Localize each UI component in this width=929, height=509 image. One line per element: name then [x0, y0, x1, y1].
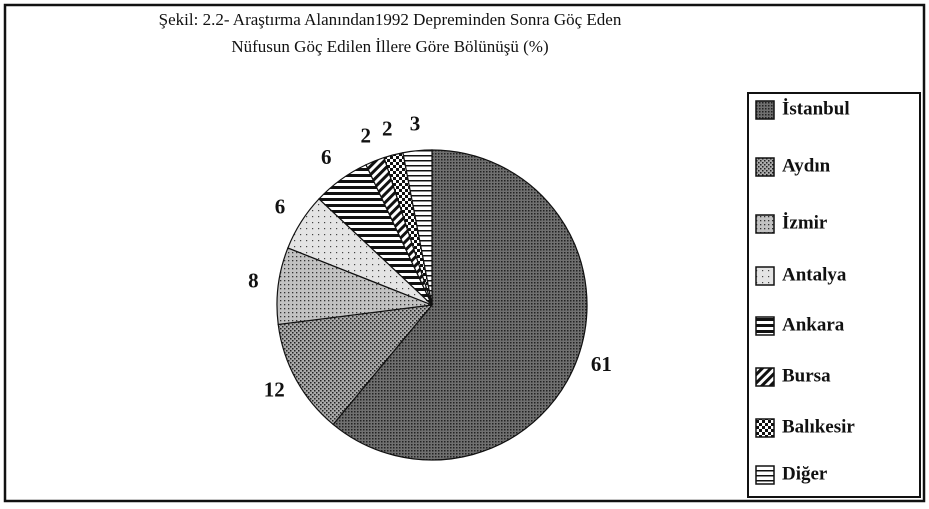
legend-label: Ankara	[782, 314, 845, 335]
slice-pattern	[277, 304, 434, 426]
data-label: 8	[248, 268, 259, 292]
data-label: 61	[591, 352, 612, 376]
legend-label: Diğer	[782, 463, 828, 484]
data-label: 12	[264, 378, 285, 402]
legend-swatch-pattern	[755, 367, 775, 387]
slice-pattern	[402, 149, 433, 306]
data-label: 6	[321, 145, 332, 169]
legend-label: Balıkesir	[782, 416, 855, 437]
legend-box	[747, 92, 921, 498]
data-label: 2	[382, 116, 393, 140]
legend-swatch-pattern	[755, 465, 775, 485]
legend-label: Aydın	[782, 155, 831, 176]
outer-frame	[3, 3, 926, 503]
legend-swatch-pattern	[755, 418, 775, 438]
slice-pattern	[332, 149, 588, 461]
chart-title: Şekil: 2.2- Araştırma Alanından1992 Depr…	[159, 10, 622, 29]
legend-label: İzmir	[782, 212, 828, 233]
data-label: 6	[275, 194, 286, 218]
chart-title: Nüfusun Göç Edilen İllere Göre Bölünüşü …	[231, 37, 548, 56]
legend-swatch-pattern	[755, 214, 775, 234]
legend-label: Antalya	[782, 264, 847, 285]
legend-swatch-pattern	[755, 266, 775, 286]
data-label: 3	[410, 112, 421, 136]
legend-label: İstanbul	[782, 98, 850, 119]
legend-label: Bursa	[782, 365, 831, 386]
legend-swatch-pattern	[755, 100, 775, 120]
legend-swatch-pattern	[755, 157, 775, 177]
data-label: 2	[360, 123, 371, 147]
legend-swatch-pattern	[755, 316, 775, 336]
